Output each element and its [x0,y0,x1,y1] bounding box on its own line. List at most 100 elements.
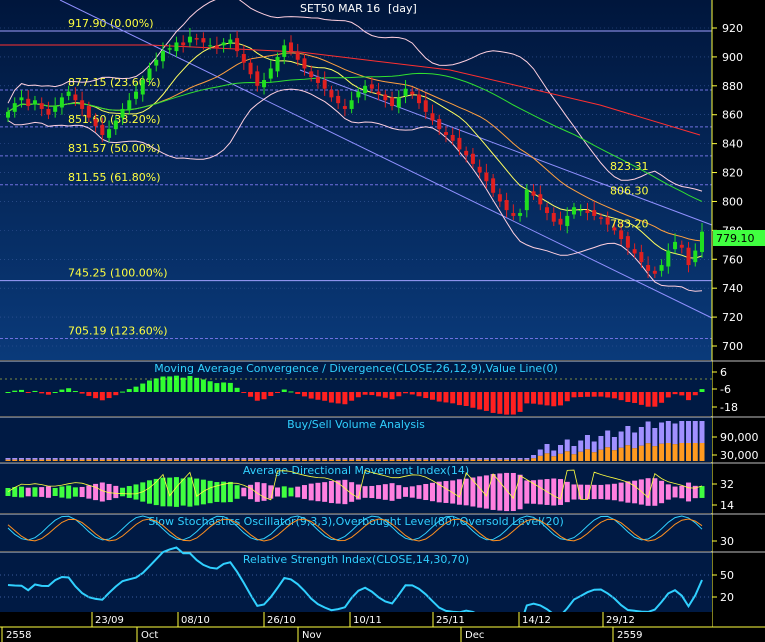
candle-body [619,230,624,240]
volume-bar-buy [396,458,402,460]
adx-bar [39,487,45,497]
macd-bar [362,392,368,395]
volume-bar-sell [234,459,240,461]
macd-bar [632,392,638,403]
volume-bar-buy [268,458,274,460]
bollinger-upper [7,0,703,192]
volume-bar-sell [113,459,119,461]
candle-body [221,42,226,46]
macd-bar [261,392,267,400]
macd-bar [86,392,92,396]
candle-body [241,54,246,63]
volume-bar-buy [423,458,429,460]
volume-bar-sell [45,459,51,461]
volume-bar-buy [571,446,577,455]
macd-bar [187,376,193,392]
adx-bar [328,480,334,504]
macd-bar [429,392,435,400]
volume-bar-sell [584,449,590,461]
stochastic-k [7,515,703,541]
candle-body [578,210,583,212]
candle-body [504,200,509,211]
volume-bar-sell [436,459,442,461]
adx-bar [120,487,126,497]
macd-bar [268,392,274,397]
adx-bar [200,479,206,505]
macd-bar [59,389,65,392]
volume-bar-buy [281,458,287,460]
adx-bar [187,477,193,507]
volume-bar-sell [5,459,11,461]
adx-bar [86,485,92,499]
candle-body [39,103,44,109]
adx-bar [564,481,570,503]
adx-bar [214,482,220,502]
candle-body [6,111,10,118]
volume-bar-buy [254,458,260,460]
volume-bar-sell [652,446,658,461]
adx-bar [342,479,348,505]
volume-bar-sell [699,443,705,461]
volume-bar-buy [194,458,200,460]
volume-bar-buy [79,458,85,460]
candle-body [228,39,233,44]
candle-body [66,91,71,96]
candle-body [396,97,401,108]
volume-bar-buy [167,458,173,460]
volume-bar-sell [692,443,698,461]
y-tick-label: 720 [722,311,743,324]
candle-body [632,249,637,254]
volume-bar-buy [524,458,530,460]
candle-body [194,38,199,40]
volume-bar-buy [261,458,267,460]
macd-bar [160,376,166,392]
candle-body [302,58,307,69]
volume-bar-buy [227,458,233,460]
candle-body [113,120,118,130]
candle-body [450,134,455,141]
candle-body [585,210,590,214]
volume-bar-buy [665,421,671,443]
volume-bar-buy [376,458,382,460]
volume-bar-sell [281,459,287,461]
ma-longest [0,44,701,136]
macd-bar [578,392,584,398]
volume-bar-buy [66,458,72,460]
macd-bar [672,392,678,395]
volume-bar-sell [79,459,85,461]
volume-bar-buy [106,458,112,460]
volume-bar-sell [382,459,388,461]
volume-bar-sell [611,450,617,461]
volume-bar-sell [12,459,18,461]
adx-bar [349,482,355,502]
macd-bar [39,392,45,394]
macd-bar [625,392,631,402]
y-tick-label: 860 [722,109,743,122]
candle-body [282,45,287,57]
volume-bar-buy [45,458,51,460]
macd-bar [113,392,119,396]
candle-body [464,150,469,156]
macd-bar [686,392,692,401]
volume-bar-buy [275,458,281,460]
candle-body [598,217,603,219]
adx-bar [126,486,132,498]
volume-bar-buy [52,458,58,460]
chart-timeframe: [day] [388,2,417,15]
volume-bar-buy [477,458,483,460]
candle-body [524,189,529,211]
candle-body [19,97,24,101]
volume-bar-sell [564,451,570,461]
candle-body [666,250,671,267]
macd-bar [638,392,644,405]
candle-body [201,38,206,43]
candle-body [565,215,570,227]
volume-bar-buy [564,439,570,452]
volume-bar-sell [86,459,92,461]
volume-bar-sell [99,459,105,461]
adx-bar [551,478,557,506]
volume-bar-sell [173,459,179,461]
volume-bar-buy [638,427,644,446]
macd-bar [322,392,328,401]
